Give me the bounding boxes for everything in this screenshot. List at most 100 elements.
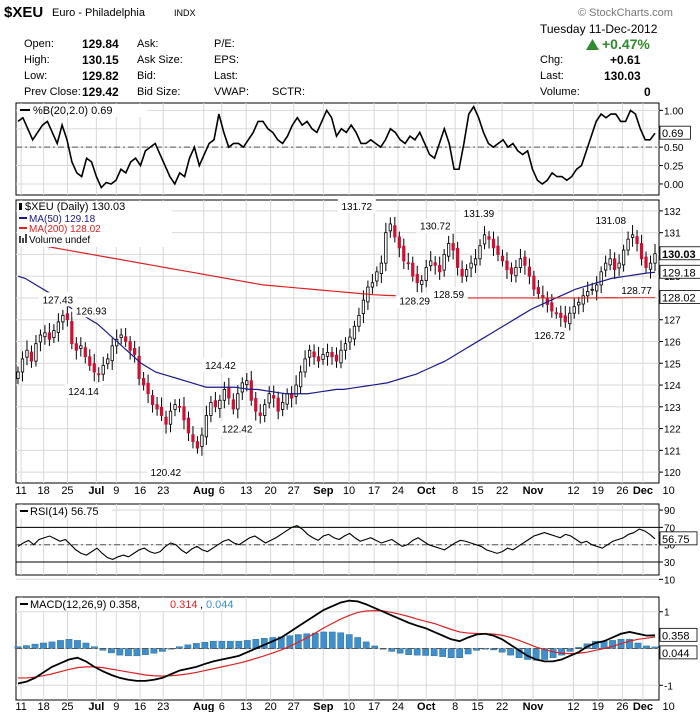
y-tick-label: 123: [664, 403, 681, 414]
macd-histogram-bar: [243, 640, 251, 649]
x-axis-label: 26: [616, 485, 628, 497]
y-tick-label: 90: [664, 506, 676, 517]
percent-b-last-label-box: [659, 125, 691, 140]
candle-body: [249, 380, 253, 401]
candle-body: [97, 373, 101, 376]
price-annotation-bg: [218, 421, 257, 436]
x-axis-label: 18: [38, 485, 50, 497]
candle-body: [460, 268, 464, 277]
candle-body: [290, 393, 294, 399]
candle-body: [43, 332, 47, 338]
macd-histogram-bar: [193, 643, 200, 649]
candle-body: [577, 301, 581, 306]
copyright: © StockCharts.com: [578, 7, 673, 19]
candle-body: [70, 321, 74, 345]
candle-body: [630, 234, 635, 238]
macd-histogram-bar: [159, 648, 166, 652]
x-axis-label: 15: [472, 485, 484, 497]
macd-last-label: 0.358: [662, 630, 690, 642]
x-axis-label: 16: [134, 485, 146, 497]
ma50-line: [17, 271, 656, 395]
macd-legend-main: MACD(12,26,9) 0.358,: [30, 599, 140, 611]
ma200-legend: MA(200) 128.02: [29, 224, 101, 235]
vwap-label: VWAP:: [214, 86, 250, 98]
candle-body: [16, 371, 20, 379]
candle-body: [478, 245, 482, 260]
candle-body: [438, 264, 442, 273]
macd-histogram-bar: [345, 634, 353, 649]
x-axis-label: Oct: [417, 485, 436, 497]
candle-body: [464, 269, 469, 277]
price-legend-main: $XEU (Daily) 130.03: [25, 201, 125, 213]
candle-body: [321, 354, 325, 360]
macd-histogram-bar: [634, 642, 642, 649]
candle-body: [218, 399, 222, 409]
x-axis-label: Jul: [88, 485, 104, 497]
candle-body: [411, 262, 415, 277]
macd-histogram-bar: [464, 648, 472, 655]
macd-signal-line: [18, 610, 656, 679]
candle-body: [276, 397, 280, 412]
candle-body: [227, 387, 231, 399]
candle-body: [133, 348, 137, 355]
macd-histogram-bar: [65, 639, 73, 649]
macd-histogram-bar: [549, 648, 557, 658]
candle-body: [124, 336, 128, 342]
candle-body: [164, 416, 168, 425]
price-annotation: 126.72: [534, 331, 565, 342]
ma50-last-label: 129.18: [662, 267, 696, 279]
candle-body: [518, 258, 523, 268]
last-label: Last:: [540, 70, 564, 82]
rsi-line: [17, 525, 656, 561]
macd-histogram-bar: [40, 642, 47, 649]
candle-body: [325, 351, 330, 357]
price-annotation-bg: [64, 383, 103, 398]
volume-legend: Volume undef: [29, 235, 90, 246]
macd-histogram-bar: [142, 648, 149, 655]
macd-histogram-bar: [82, 642, 90, 649]
macd-histogram-bar: [422, 648, 430, 656]
x-axis-label-bottom: 19: [592, 701, 604, 712]
candle-body: [469, 262, 473, 269]
candle-body: [559, 312, 563, 318]
open-value: 129.84: [82, 37, 119, 51]
quote-ask-bid: Ask: Ask Size: Bid: Bid Size:: [137, 38, 217, 102]
macd-legend-bg: [17, 598, 222, 611]
macd-histogram-bar: [210, 640, 217, 649]
candle-body: [88, 356, 92, 366]
macd-histogram-bar: [328, 631, 336, 649]
candle-body: [370, 282, 375, 288]
candle-body: [141, 378, 146, 386]
candle-body: [653, 253, 657, 264]
ma50-last-label-box: [659, 264, 700, 279]
candle-body: [182, 406, 186, 421]
candle-body: [455, 247, 460, 268]
triangle-up-icon: [586, 39, 599, 50]
rsi-last-label-box: [659, 531, 698, 546]
x-axis-label: 19: [592, 485, 604, 497]
x-axis-label: 17: [368, 485, 380, 497]
candle-body: [617, 262, 621, 269]
symbol-name: Euro - Philadelphia: [52, 7, 145, 19]
macd-histogram-bar: [201, 642, 209, 649]
price-annotation-bg: [429, 287, 468, 302]
rsi-legend: RSI(14) 56.75: [30, 506, 98, 518]
price-annotation: 131.72: [341, 202, 372, 213]
candle-body: [34, 343, 38, 362]
candle-body: [527, 266, 532, 277]
change-pct: +0.47%: [602, 36, 650, 52]
candle-body: [146, 382, 150, 395]
x-axis-label-bottom: Dec: [633, 701, 653, 712]
y-tick-label: 124: [664, 381, 681, 392]
candle-body: [137, 355, 141, 379]
price-annotation-bg: [146, 464, 185, 479]
candle-body: [429, 260, 433, 267]
quote-change: +0.47% Chg: +0.61 Last: 130.03 Volume: 0: [540, 36, 656, 102]
volume-legend-swatch-b: [22, 238, 24, 243]
candle-body: [307, 349, 312, 358]
candle-body: [523, 256, 527, 266]
candle-body: [312, 351, 316, 358]
candle-body: [635, 236, 639, 244]
x-axis-label: 27: [288, 485, 300, 497]
